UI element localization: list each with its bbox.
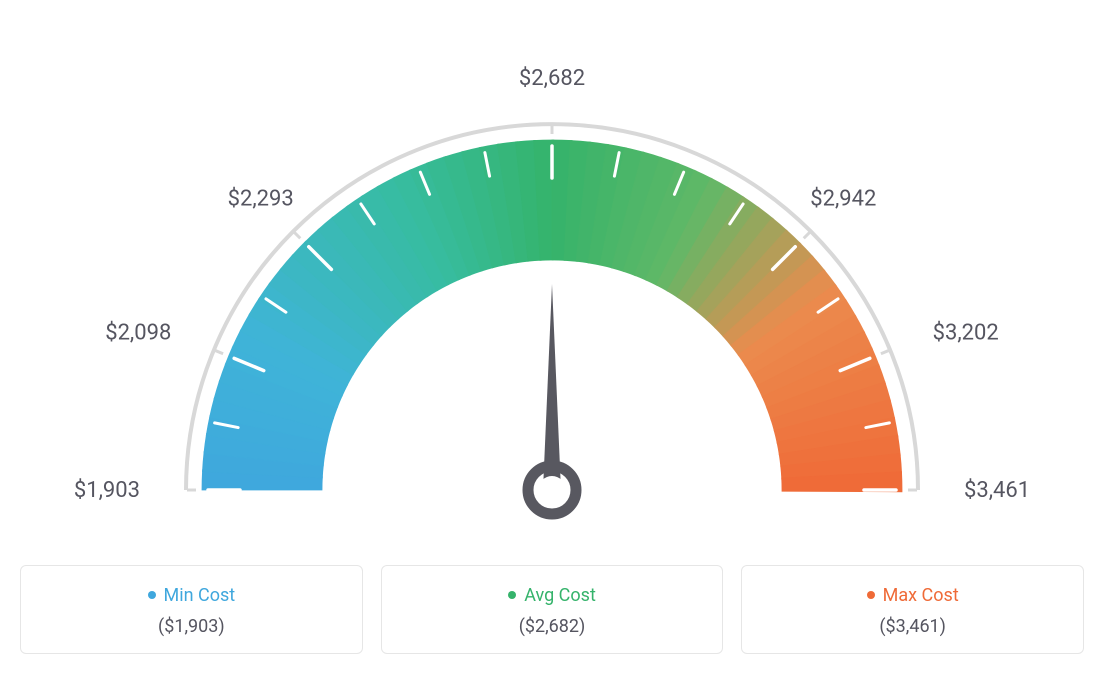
- gauge-tick-label: $2,293: [228, 187, 294, 212]
- legend-card: Min Cost ($1,903): [20, 565, 363, 654]
- gauge-tick-label: $1,903: [74, 478, 140, 503]
- legend-title: Avg Cost: [508, 585, 596, 606]
- legend-card: Max Cost ($3,461): [741, 565, 1084, 654]
- legend-value: ($1,903): [31, 616, 352, 637]
- gauge-tick-label: $3,202: [933, 320, 999, 345]
- legend-title: Max Cost: [867, 585, 959, 606]
- gauge-tick-label: $2,682: [519, 66, 585, 91]
- legend-dot-icon: [508, 591, 516, 599]
- legend-value: ($2,682): [392, 616, 713, 637]
- gauge-needle: [543, 284, 561, 490]
- legend-title-text: Max Cost: [883, 585, 959, 606]
- gauge-svg: $1,903 $2,098 $2,293 $2,682 $2,942 $3,202 $3,4…: [20, 20, 1084, 540]
- legend-dot-icon: [867, 591, 875, 599]
- gauge-tick-label: $2,942: [810, 187, 876, 212]
- legend-title-text: Min Cost: [164, 585, 236, 606]
- legend-title: Min Cost: [148, 585, 236, 606]
- gauge-tick-label: $2,098: [105, 320, 171, 345]
- legend-dot-icon: [148, 591, 156, 599]
- legend-value: ($3,461): [752, 616, 1073, 637]
- legend-row: Min Cost ($1,903) Avg Cost ($2,682) Max Cost…: [20, 565, 1084, 654]
- gauge-tick-label: $3,461: [964, 478, 1030, 503]
- legend-title-text: Avg Cost: [524, 585, 596, 606]
- gauge-svg-wrap: $1,903 $2,098 $2,293 $2,682 $2,942 $3,202 $3,4…: [20, 20, 1084, 540]
- cost-gauge-chart: $1,903 $2,098 $2,293 $2,682 $2,942 $3,202 $3,4…: [20, 20, 1084, 654]
- legend-card: Avg Cost ($2,682): [381, 565, 724, 654]
